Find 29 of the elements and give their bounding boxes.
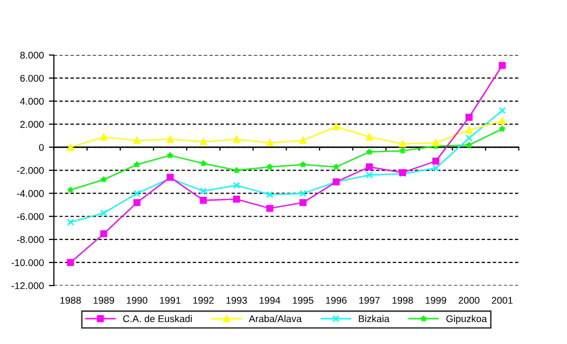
legend-label: Gipuzkoa xyxy=(446,315,487,324)
y-tick-label: -2.000 xyxy=(17,167,44,174)
x-tick-label: 1988 xyxy=(60,296,81,304)
legend-label: Araba/Alava xyxy=(248,315,302,322)
x-tick-label: 1993 xyxy=(226,296,247,304)
x-tick-label: 1992 xyxy=(193,296,214,304)
y-tick-label: 4.000 xyxy=(20,98,44,105)
y-tick-label: -4.000 xyxy=(17,190,44,197)
y-tick-label: -6.000 xyxy=(17,213,44,220)
x-tick-label: 1989 xyxy=(94,296,114,304)
y-tick-label: -8.000 xyxy=(17,236,44,244)
x-tick-label: 1997 xyxy=(359,296,380,304)
x-tick-label: 1990 xyxy=(126,296,148,304)
y-tick-label: -10.000 xyxy=(12,259,44,266)
legend-label: Bizkaia xyxy=(358,315,390,322)
x-tick-label: 1996 xyxy=(326,296,347,304)
x-tick-label: 1999 xyxy=(426,296,446,304)
x-tick-label: 1995 xyxy=(292,296,314,304)
legend-label: C.A. de Euskadi xyxy=(123,315,192,322)
x-tick-label: 1998 xyxy=(392,296,413,304)
y-tick-label: 0 xyxy=(39,144,44,151)
y-tick-label: -12.000 xyxy=(12,282,44,290)
x-tick-label: 1994 xyxy=(260,296,280,304)
y-tick-label: 2.000 xyxy=(20,120,44,128)
y-tick-label: 6.000 xyxy=(20,74,44,82)
x-tick-label: 2000 xyxy=(458,296,480,304)
y-tick-label: 8.000 xyxy=(20,52,44,59)
x-tick-label: 2001 xyxy=(492,296,513,304)
x-tick-label: 1991 xyxy=(160,296,180,304)
